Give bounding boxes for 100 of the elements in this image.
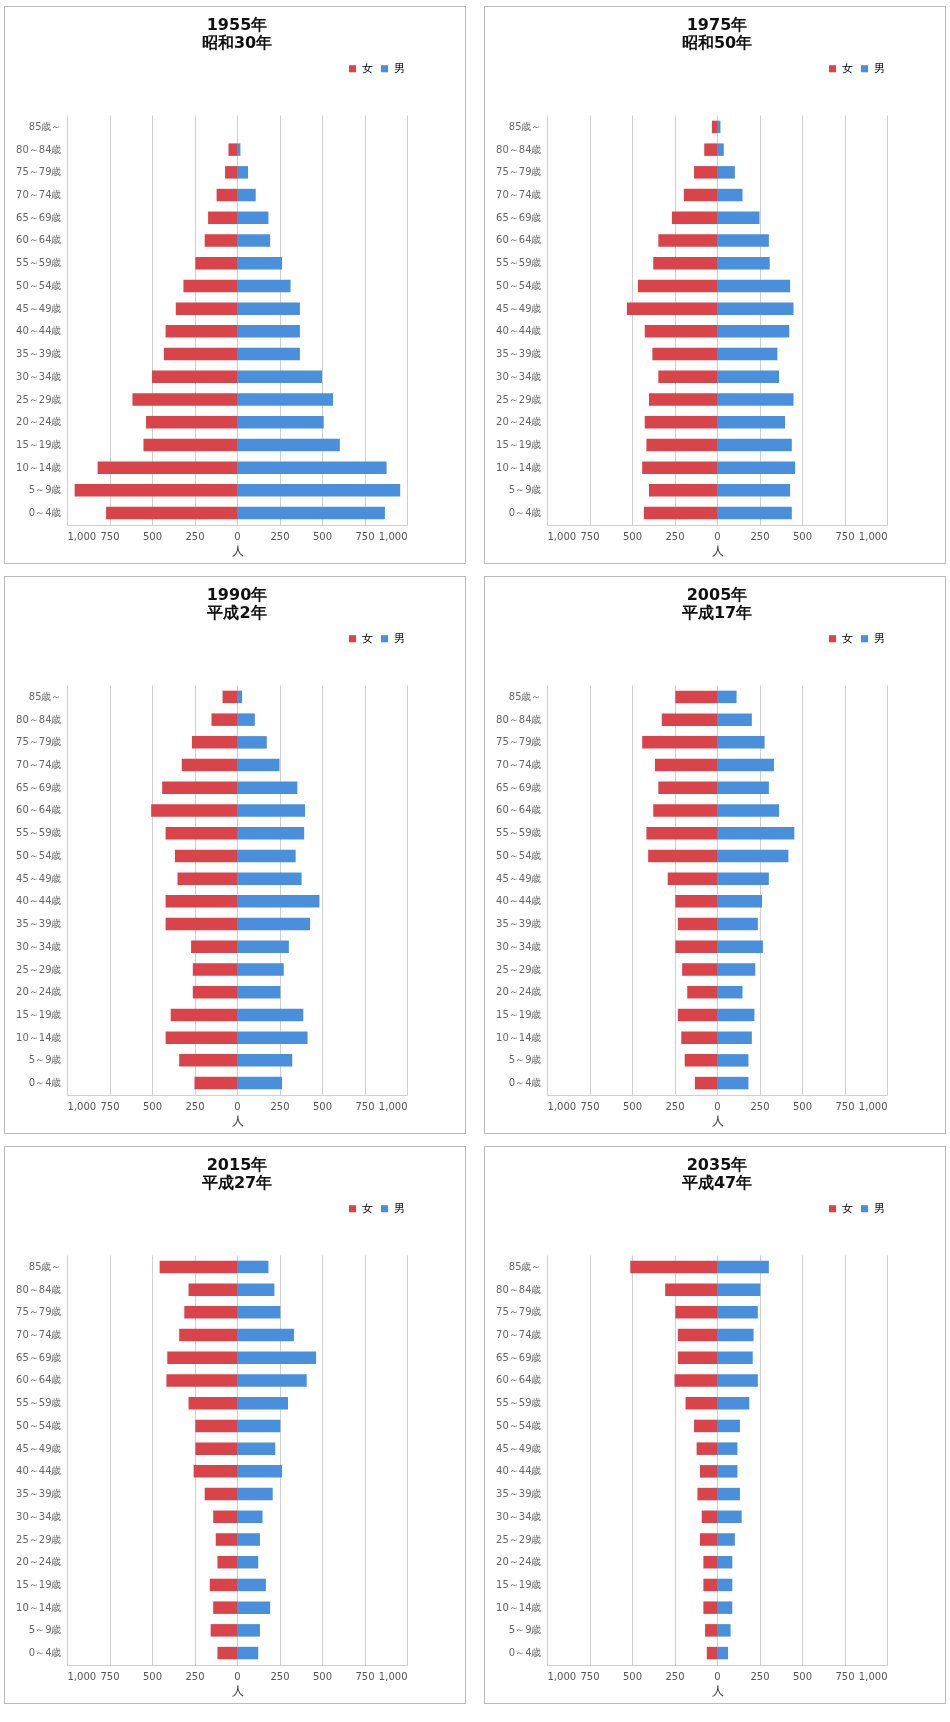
y-tick-label: 15～19歳	[496, 1008, 542, 1020]
x-tick-label: 1,000	[547, 1100, 577, 1112]
y-tick-label: 30～34歳	[496, 1510, 542, 1522]
x-tick-label: 750	[355, 1100, 375, 1112]
y-tick-label: 5～9歳	[28, 1624, 62, 1636]
y-tick-label: 80～84歳	[496, 713, 542, 725]
y-tick-label: 40～44歳	[496, 1465, 542, 1477]
legend-label: 女	[842, 631, 853, 645]
x-tick-label: 0	[234, 1670, 241, 1682]
y-tick-label: 0～4歳	[28, 1647, 62, 1659]
x-tick-label: 500	[792, 530, 813, 542]
x-tick-label: 750	[100, 530, 120, 542]
y-tick-label: 35～39歳	[496, 918, 542, 930]
y-tick-label: 65～69歳	[496, 211, 542, 223]
y-tick-label: 15～19歳	[16, 438, 62, 450]
y-tick-label: 35～39歳	[16, 1488, 62, 1500]
legend-label: 女	[362, 1201, 373, 1215]
x-tick-label: 500	[622, 530, 643, 542]
x-tick-label: 1,000	[547, 1670, 577, 1682]
legend-label: 男	[874, 631, 885, 645]
y-tick-label: 20～24歳	[16, 1556, 62, 1568]
y-tick-label: 65～69歳	[16, 781, 62, 793]
y-tick-label: 40～44歳	[16, 895, 62, 907]
y-tick-label: 40～44歳	[496, 895, 542, 907]
legend-label: 女	[362, 61, 373, 75]
legend-label: 女	[362, 631, 373, 645]
x-tick-label: 500	[622, 1670, 643, 1682]
x-tick-label: 250	[270, 1670, 290, 1682]
x-tick-label: 0	[714, 1670, 721, 1682]
y-tick-label: 85歳～	[508, 1260, 542, 1272]
x-tick-label: 500	[622, 1100, 643, 1112]
x-tick-label: 750	[580, 1100, 600, 1112]
y-tick-label: 30～34歳	[496, 370, 542, 382]
y-tick-label: 50～54歳	[16, 279, 62, 291]
y-tick-label: 25～29歳	[496, 963, 542, 975]
y-tick-label: 45～49歳	[496, 872, 542, 884]
x-tick-label: 250	[665, 1100, 685, 1112]
legend-label: 男	[874, 61, 885, 75]
y-tick-label: 85歳～	[28, 120, 62, 132]
x-tick-label: 250	[750, 530, 770, 542]
x-tick-label: 0	[714, 1100, 721, 1112]
x-tick-label: 1,000	[858, 530, 888, 542]
x-tick-label: 750	[835, 530, 855, 542]
y-tick-label: 5～9歳	[508, 1624, 542, 1636]
y-tick-label: 70～74歳	[16, 1329, 62, 1341]
y-tick-label: 50～54歳	[16, 1419, 62, 1431]
x-tick-label: 250	[185, 1100, 205, 1112]
y-tick-label: 35～39歳	[496, 348, 542, 360]
y-tick-label: 20～24歳	[496, 1556, 542, 1568]
y-tick-label: 60～64歳	[496, 804, 542, 816]
y-tick-label: 55～59歳	[16, 257, 62, 269]
chart-title: 2005年	[686, 585, 748, 604]
y-tick-label: 45～49歳	[16, 1442, 62, 1454]
y-tick-label: 55～59歳	[496, 1397, 542, 1409]
x-axis-title: 人	[231, 543, 244, 558]
chart-subtitle: 平成2年	[206, 603, 267, 622]
y-tick-label: 50～54歳	[496, 279, 542, 291]
y-tick-label: 35～39歳	[496, 1488, 542, 1500]
x-tick-label: 250	[750, 1100, 770, 1112]
x-tick-label: 750	[355, 530, 375, 542]
y-tick-label: 30～34歳	[496, 940, 542, 952]
y-tick-label: 15～19歳	[16, 1008, 62, 1020]
x-tick-label: 250	[665, 530, 685, 542]
y-tick-label: 0～4歳	[28, 1077, 62, 1089]
y-tick-label: 80～84歳	[16, 713, 62, 725]
y-tick-label: 0～4歳	[508, 1077, 542, 1089]
y-tick-label: 25～29歳	[496, 393, 542, 405]
y-tick-label: 80～84歳	[16, 1283, 62, 1295]
y-tick-label: 40～44歳	[496, 325, 542, 337]
y-tick-label: 80～84歳	[16, 143, 62, 155]
x-tick-label: 1,000	[547, 530, 577, 542]
y-tick-label: 70～74歳	[496, 1329, 542, 1341]
y-tick-label: 0～4歳	[28, 507, 62, 519]
y-tick-label: 60～64歳	[496, 234, 542, 246]
legend-label: 男	[394, 1201, 405, 1215]
y-tick-label: 65～69歳	[496, 781, 542, 793]
x-tick-label: 1,000	[67, 1100, 97, 1112]
y-tick-label: 85歳～	[508, 120, 542, 132]
y-tick-label: 15～19歳	[496, 438, 542, 450]
y-tick-label: 30～34歳	[16, 1510, 62, 1522]
y-tick-label: 30～34歳	[16, 370, 62, 382]
chart-title: 1990年	[206, 585, 268, 604]
x-tick-label: 1,000	[378, 1670, 408, 1682]
x-tick-label: 250	[185, 1670, 205, 1682]
y-tick-label: 15～19歳	[496, 1578, 542, 1590]
x-tick-label: 500	[142, 530, 163, 542]
y-tick-label: 75～79歳	[496, 166, 542, 178]
x-tick-label: 750	[100, 1100, 120, 1112]
y-tick-label: 25～29歳	[16, 393, 62, 405]
y-tick-label: 75～79歳	[16, 736, 62, 748]
y-tick-label: 0～4歳	[508, 507, 542, 519]
x-tick-label: 750	[100, 1670, 120, 1682]
x-tick-label: 250	[185, 530, 205, 542]
y-tick-label: 85歳～	[28, 690, 62, 702]
x-tick-label: 500	[792, 1100, 813, 1112]
y-tick-label: 55～59歳	[16, 1397, 62, 1409]
y-tick-label: 65～69歳	[496, 1351, 542, 1363]
y-tick-label: 5～9歳	[508, 1054, 542, 1066]
y-tick-label: 55～59歳	[496, 827, 542, 839]
chart-subtitle: 平成27年	[200, 1173, 273, 1192]
